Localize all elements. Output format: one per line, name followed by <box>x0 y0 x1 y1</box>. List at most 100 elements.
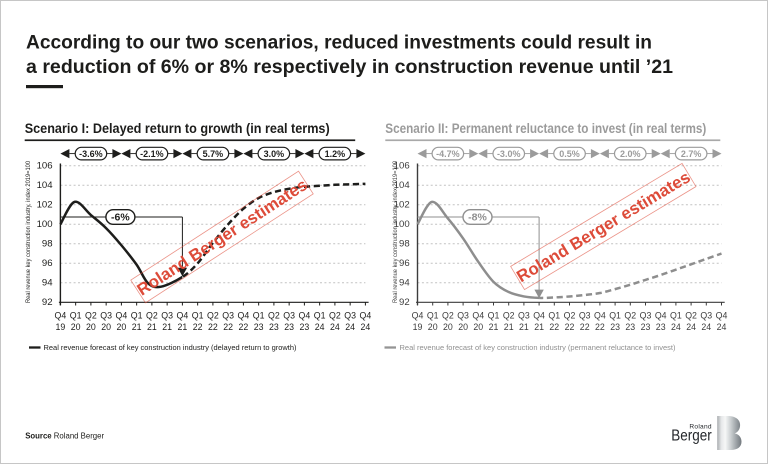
svg-text:23: 23 <box>269 322 279 332</box>
svg-text:23: 23 <box>254 322 264 332</box>
svg-text:Q3: Q3 <box>222 311 234 321</box>
svg-text:2.7%: 2.7% <box>681 149 702 159</box>
svg-text:20: 20 <box>86 322 96 332</box>
svg-text:3.0%: 3.0% <box>264 149 285 159</box>
svg-text:24: 24 <box>345 322 355 332</box>
svg-text:-8%: -8% <box>468 212 487 224</box>
svg-text:19: 19 <box>413 322 423 332</box>
svg-text:2.0%: 2.0% <box>620 149 641 159</box>
svg-text:Q2: Q2 <box>268 311 280 321</box>
svg-text:23: 23 <box>610 322 620 332</box>
svg-text:23: 23 <box>284 322 294 332</box>
svg-text:94: 94 <box>399 277 410 288</box>
svg-text:-3.6%: -3.6% <box>79 149 103 159</box>
svg-text:20: 20 <box>428 322 438 332</box>
svg-text:20: 20 <box>71 322 81 332</box>
svg-text:22: 22 <box>595 322 605 332</box>
svg-text:Q4: Q4 <box>655 311 667 321</box>
svg-text:23: 23 <box>300 322 310 332</box>
svg-text:Roland: Roland <box>689 424 711 431</box>
svg-text:Q4: Q4 <box>716 311 728 321</box>
svg-text:20: 20 <box>101 322 111 332</box>
svg-text:Real revenue forecast of key c: Real revenue forecast of key constructio… <box>400 343 676 352</box>
svg-text:21: 21 <box>147 322 157 332</box>
svg-text:24: 24 <box>686 322 696 332</box>
svg-text:20: 20 <box>443 322 453 332</box>
svg-text:106: 106 <box>37 160 53 171</box>
svg-text:Q3: Q3 <box>283 311 295 321</box>
svg-text:Q2: Q2 <box>146 311 158 321</box>
svg-text:Q1: Q1 <box>314 311 326 321</box>
svg-text:Q3: Q3 <box>161 311 173 321</box>
svg-text:102: 102 <box>37 199 53 210</box>
svg-text:24: 24 <box>361 322 371 332</box>
svg-text:Real revenue forecast of key c: Real revenue forecast of key constructio… <box>44 343 297 352</box>
svg-text:Q1: Q1 <box>609 311 621 321</box>
svg-text:Q3: Q3 <box>640 311 652 321</box>
svg-text:104: 104 <box>394 180 411 191</box>
svg-text:-4.7%: -4.7% <box>436 149 460 159</box>
svg-text:106: 106 <box>394 160 410 171</box>
svg-text:Q3: Q3 <box>457 311 469 321</box>
svg-text:21: 21 <box>504 322 514 332</box>
svg-text:Berger: Berger <box>671 428 712 445</box>
svg-text:100: 100 <box>394 219 410 230</box>
svg-text:Source Roland Berger: Source Roland Berger <box>25 431 104 440</box>
svg-text:-3.0%: -3.0% <box>497 149 521 159</box>
svg-text:20: 20 <box>458 322 468 332</box>
svg-text:104: 104 <box>37 180 54 191</box>
svg-text:21: 21 <box>178 322 188 332</box>
svg-text:Q1: Q1 <box>131 311 143 321</box>
svg-text:Q4: Q4 <box>412 311 424 321</box>
svg-text:96: 96 <box>399 258 410 269</box>
svg-text:22: 22 <box>193 322 203 332</box>
svg-text:-2.1%: -2.1% <box>140 149 164 159</box>
svg-text:Q4: Q4 <box>533 311 545 321</box>
svg-text:Q4: Q4 <box>238 311 250 321</box>
svg-text:Q4: Q4 <box>55 311 67 321</box>
svg-text:24: 24 <box>671 322 681 332</box>
svg-text:Q3: Q3 <box>518 311 530 321</box>
svg-text:Q1: Q1 <box>670 311 682 321</box>
svg-text:Q4: Q4 <box>472 311 484 321</box>
svg-text:22: 22 <box>239 322 249 332</box>
svg-text:24: 24 <box>701 322 711 332</box>
svg-text:92: 92 <box>399 297 410 308</box>
svg-text:20: 20 <box>117 322 127 332</box>
svg-text:Q1: Q1 <box>70 311 82 321</box>
svg-text:Q2: Q2 <box>503 311 515 321</box>
svg-text:Q2: Q2 <box>329 311 341 321</box>
svg-text:98: 98 <box>42 238 53 249</box>
svg-text:Q2: Q2 <box>442 311 454 321</box>
svg-text:21: 21 <box>534 322 544 332</box>
svg-text:102: 102 <box>394 199 410 210</box>
svg-text:96: 96 <box>42 258 53 269</box>
svg-text:Q4: Q4 <box>299 311 311 321</box>
svg-text:23: 23 <box>656 322 666 332</box>
svg-text:24: 24 <box>717 322 727 332</box>
svg-text:Q2: Q2 <box>685 311 697 321</box>
svg-text:22: 22 <box>208 322 218 332</box>
svg-text:94: 94 <box>42 277 53 288</box>
svg-text:21: 21 <box>489 322 499 332</box>
svg-text:Q2: Q2 <box>207 311 219 321</box>
svg-text:According to our two scenarios: According to our two scenarios, reduced … <box>26 33 652 54</box>
svg-text:Q3: Q3 <box>100 311 112 321</box>
svg-text:22: 22 <box>223 322 233 332</box>
svg-text:Q3: Q3 <box>579 311 591 321</box>
svg-text:Q4: Q4 <box>360 311 372 321</box>
svg-text:24: 24 <box>315 322 325 332</box>
svg-text:21: 21 <box>162 322 172 332</box>
svg-text:Q1: Q1 <box>488 311 500 321</box>
svg-text:Q1: Q1 <box>253 311 265 321</box>
svg-text:Q4: Q4 <box>116 311 128 321</box>
svg-text:Q4: Q4 <box>177 311 189 321</box>
svg-text:Q2: Q2 <box>624 311 636 321</box>
svg-text:100: 100 <box>37 219 53 230</box>
svg-text:-6%: -6% <box>111 212 130 224</box>
svg-text:0.5%: 0.5% <box>559 149 580 159</box>
svg-text:22: 22 <box>580 322 590 332</box>
svg-text:21: 21 <box>519 322 529 332</box>
svg-text:Scenario II: Permanent relucta: Scenario II: Permanent reluctance to inv… <box>385 121 706 136</box>
svg-text:19: 19 <box>56 322 66 332</box>
